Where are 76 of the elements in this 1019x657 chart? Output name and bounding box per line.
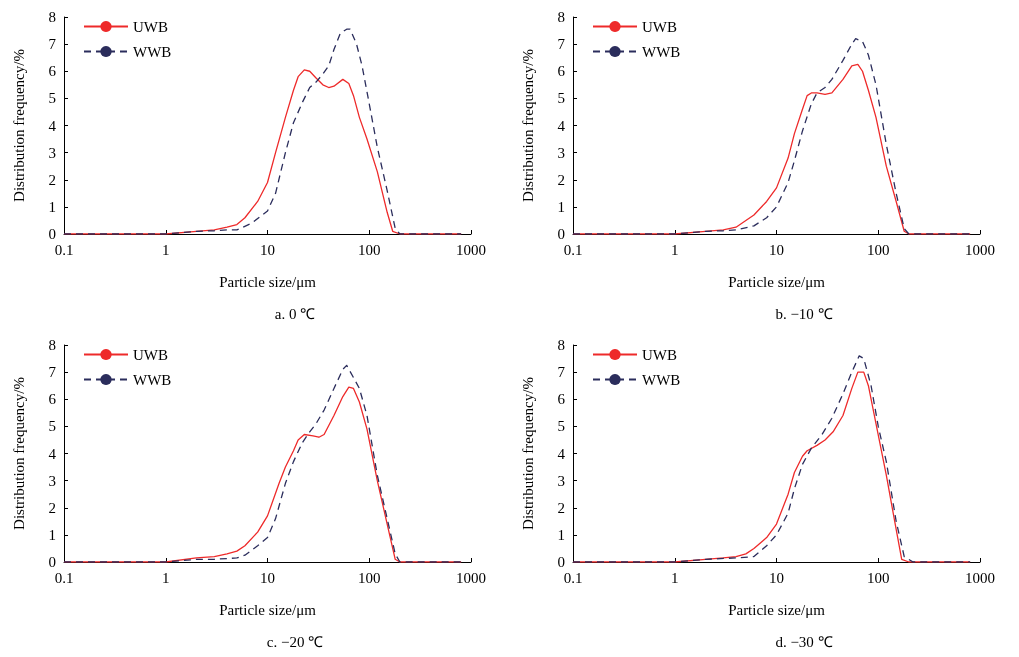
legend-label: UWB bbox=[642, 346, 677, 363]
y-tick-label: 7 bbox=[48, 364, 57, 381]
y-tick-label: 6 bbox=[48, 63, 57, 80]
x-tick-label: 1000 bbox=[456, 241, 486, 258]
x-tick-label: 1 bbox=[671, 241, 679, 258]
x-tick-label: 1000 bbox=[965, 569, 995, 586]
y-axis-title: Distribution frequency/% bbox=[10, 49, 27, 202]
legend-label: WWB bbox=[642, 43, 681, 60]
y-tick-label: 5 bbox=[48, 418, 56, 435]
x-tick-label: 100 bbox=[867, 241, 890, 258]
y-tick-label: 3 bbox=[557, 472, 565, 489]
y-tick-label: 1 bbox=[48, 198, 56, 215]
x-tick-label: 10 bbox=[769, 241, 784, 258]
y-tick-label: 3 bbox=[48, 144, 56, 161]
x-axis-title: Particle size/μm bbox=[728, 273, 826, 290]
x-tick-label: 1 bbox=[671, 569, 679, 586]
x-tick-label: 10 bbox=[260, 569, 275, 586]
y-tick-label: 0 bbox=[557, 554, 565, 570]
y-tick-label: 6 bbox=[48, 391, 57, 408]
y-axis-title: Distribution frequency/% bbox=[10, 377, 27, 530]
y-tick-label: 4 bbox=[48, 117, 57, 134]
x-axis-title: Particle size/μm bbox=[219, 601, 317, 618]
legend-label: UWB bbox=[133, 18, 168, 35]
legend-label: WWB bbox=[133, 371, 172, 388]
y-tick-label: 2 bbox=[48, 171, 56, 188]
y-tick-label: 8 bbox=[557, 337, 565, 353]
y-tick-label: 0 bbox=[48, 226, 56, 242]
y-axis-title: Distribution frequency/% bbox=[519, 377, 536, 530]
legend-label: WWB bbox=[642, 371, 681, 388]
y-tick-label: 2 bbox=[557, 171, 565, 188]
y-tick-label: 7 bbox=[557, 36, 566, 53]
x-axis-title: Particle size/μm bbox=[728, 601, 826, 618]
y-tick-label: 7 bbox=[557, 364, 566, 381]
y-tick-label: 4 bbox=[48, 445, 57, 462]
y-tick-label: 1 bbox=[557, 198, 565, 215]
legend-label: WWB bbox=[133, 43, 172, 60]
y-tick-label: 5 bbox=[48, 90, 56, 107]
y-tick-label: 5 bbox=[557, 90, 565, 107]
y-tick-label: 8 bbox=[557, 9, 565, 25]
y-tick-label: 2 bbox=[557, 499, 565, 516]
x-tick-label: 0.1 bbox=[54, 569, 74, 586]
y-tick-label: 7 bbox=[48, 36, 57, 53]
y-tick-label: 3 bbox=[48, 472, 56, 489]
y-axis-title: Distribution frequency/% bbox=[519, 49, 536, 202]
y-tick-label: 5 bbox=[557, 418, 565, 435]
x-tick-label: 100 bbox=[867, 569, 890, 586]
x-tick-label: 1000 bbox=[456, 569, 486, 586]
x-tick-label: 1 bbox=[162, 241, 170, 258]
legend-label: UWB bbox=[642, 18, 677, 35]
x-tick-label: 0.1 bbox=[563, 569, 583, 586]
y-tick-label: 3 bbox=[557, 144, 565, 161]
x-tick-label: 100 bbox=[358, 241, 381, 258]
x-tick-label: 1 bbox=[162, 569, 170, 586]
x-tick-label: 10 bbox=[769, 569, 784, 586]
y-tick-label: 4 bbox=[557, 445, 566, 462]
y-tick-label: 8 bbox=[48, 9, 56, 25]
y-tick-label: 4 bbox=[557, 117, 566, 134]
y-tick-label: 0 bbox=[48, 554, 56, 570]
text: a. 0 ℃ bbox=[274, 305, 316, 322]
y-tick-label: 0 bbox=[557, 226, 565, 242]
x-axis-title: Particle size/μm bbox=[219, 273, 317, 290]
y-tick-label: 6 bbox=[557, 63, 566, 80]
x-tick-label: 1000 bbox=[965, 241, 995, 258]
legend-label: UWB bbox=[133, 346, 168, 363]
y-tick-label: 1 bbox=[48, 526, 56, 543]
text: d. −30 ℃ bbox=[775, 633, 833, 650]
x-tick-label: 10 bbox=[260, 241, 275, 258]
y-tick-label: 1 bbox=[557, 526, 565, 543]
y-tick-label: 2 bbox=[48, 499, 56, 516]
x-tick-label: 100 bbox=[358, 569, 381, 586]
x-tick-label: 0.1 bbox=[54, 241, 74, 258]
x-tick-label: 0.1 bbox=[563, 241, 583, 258]
text: c. −20 ℃ bbox=[266, 633, 324, 650]
y-tick-label: 8 bbox=[48, 337, 56, 353]
text: b. −10 ℃ bbox=[775, 305, 833, 322]
y-tick-label: 6 bbox=[557, 391, 566, 408]
